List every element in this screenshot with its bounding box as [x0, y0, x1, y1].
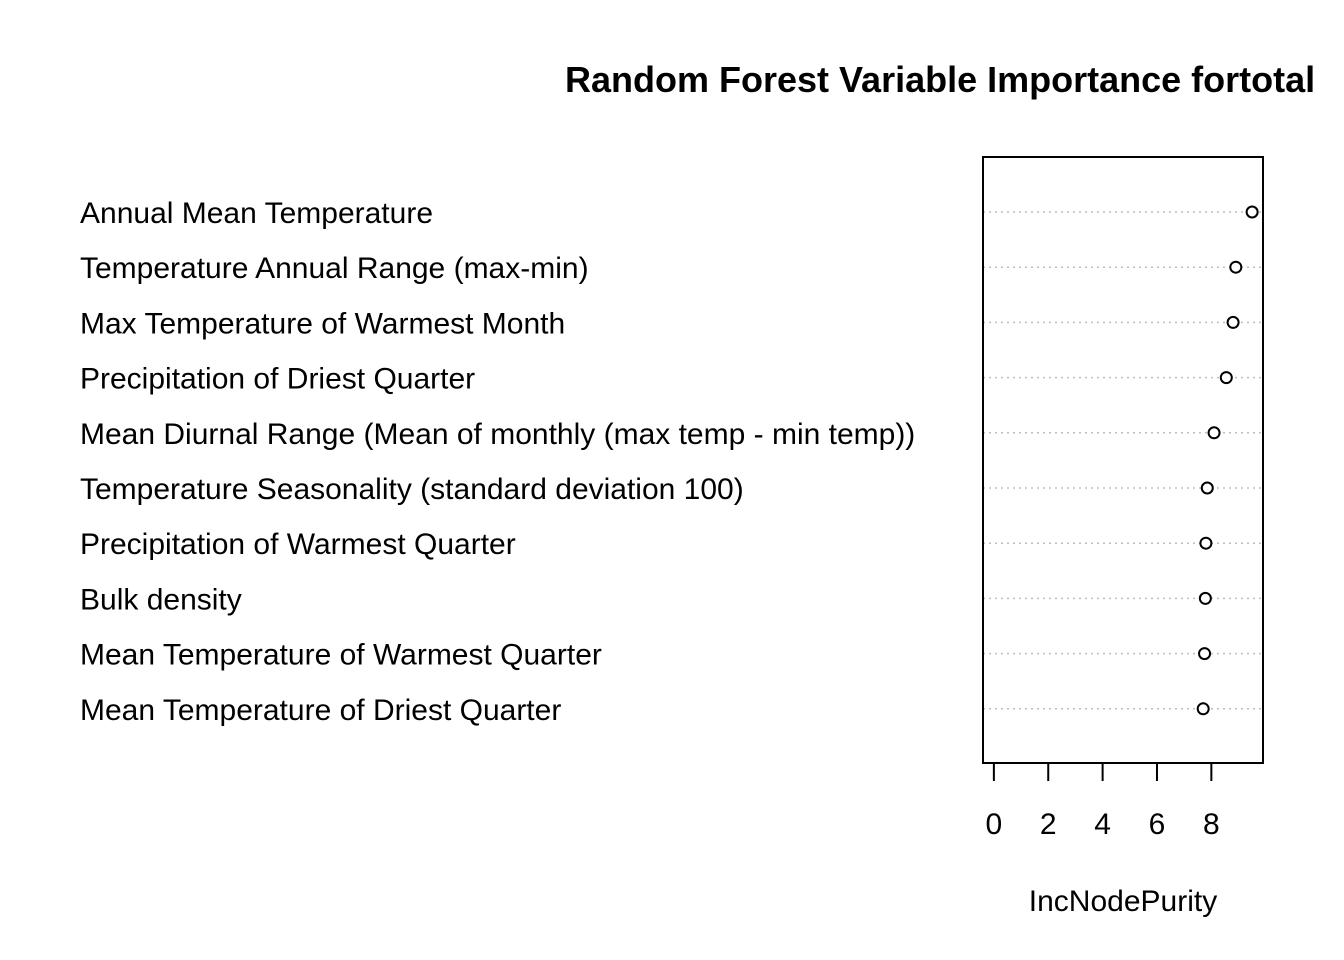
data-point	[1245, 205, 1259, 219]
data-point	[1196, 702, 1210, 716]
data-point	[1229, 260, 1243, 274]
variable-label: Temperature Annual Range (max-min)	[80, 252, 589, 285]
x-tick-label: 2	[1040, 808, 1057, 841]
variable-label: Precipitation of Warmest Quarter	[80, 528, 516, 561]
x-tick-label: 4	[1094, 808, 1111, 841]
variable-label: Bulk density	[80, 583, 242, 616]
data-point	[1207, 426, 1221, 440]
x-tick-label: 6	[1149, 808, 1166, 841]
x-tick-label: 8	[1203, 808, 1220, 841]
data-points	[1196, 205, 1259, 716]
guide-lines	[983, 211, 1263, 710]
variable-label: Mean Diurnal Range (Mean of monthly (max…	[80, 418, 915, 451]
variable-label: Mean Temperature of Driest Quarter	[80, 694, 561, 727]
data-point	[1200, 481, 1214, 495]
x-axis: 0 2 4 6 8	[986, 762, 1220, 841]
x-axis-title: IncNodePurity	[1029, 885, 1217, 918]
data-point	[1199, 536, 1213, 550]
variable-label: Annual Mean Temperature	[80, 197, 433, 230]
plot-frame	[982, 156, 1264, 764]
variable-labels: Annual Mean Temperature Temperature Annua…	[80, 197, 915, 727]
data-point	[1198, 647, 1212, 661]
data-point	[1198, 591, 1212, 605]
data-point	[1226, 315, 1240, 329]
data-point	[1219, 371, 1233, 385]
variable-label: Temperature Seasonality (standard deviat…	[80, 473, 744, 506]
chart-title: Random Forest Variable Importance fortot…	[565, 59, 1315, 100]
variable-label: Max Temperature of Warmest Month	[80, 307, 565, 340]
x-tick-label: 0	[986, 808, 1003, 841]
variable-label: Precipitation of Driest Quarter	[80, 363, 475, 396]
variable-label: Mean Temperature of Warmest Quarter	[80, 639, 602, 672]
